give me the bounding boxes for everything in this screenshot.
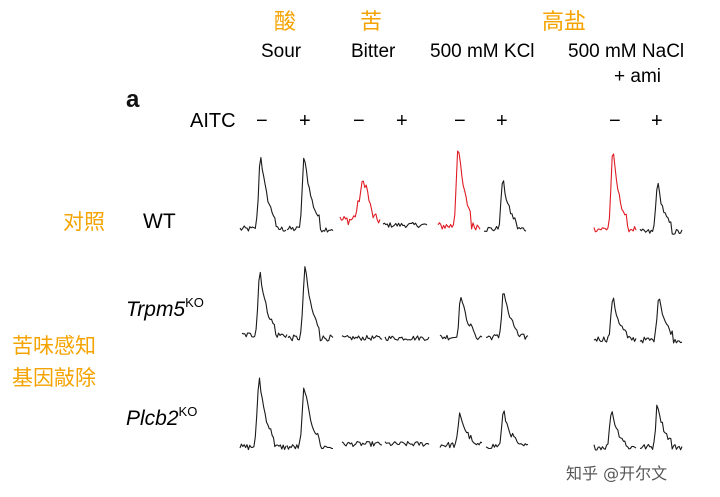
- row-label-plcb2-gene: Plcb2: [126, 407, 179, 430]
- trace-trpm5-sour-plus: [287, 266, 334, 342]
- trace-plcb2-sour-minus: [239, 377, 287, 451]
- trace-wt-kcl-minus: [437, 150, 481, 231]
- row-label-trpm5-gene: Trpm5: [126, 298, 186, 321]
- trace-plcb2-bitter-minus: [341, 440, 383, 448]
- trace-plcb2-bitter-plus: [384, 441, 430, 447]
- row-label-plcb2-sup: KO: [178, 404, 198, 419]
- row-label-trpm5: Trpm5KO: [126, 295, 204, 322]
- header-sour-zh: 酸: [274, 10, 297, 35]
- trace-wt-nacl-plus: [639, 182, 683, 235]
- trace-wt-kcl-plus: [483, 180, 527, 232]
- condition-bitter: Bitter: [351, 41, 396, 62]
- side-label-ko-line2-zh: 基因敲除: [12, 366, 96, 390]
- trace-wt-sour-minus: [239, 157, 287, 232]
- aitc-minus-bitter: −: [353, 110, 365, 132]
- trace-trpm5-bitter-minus: [341, 334, 383, 341]
- aitc-minus-nacl: −: [609, 110, 621, 132]
- aitc-plus-kcl: +: [496, 110, 508, 132]
- aitc-label: AITC: [190, 110, 236, 132]
- condition-nacl: 500 mM NaCl: [568, 41, 685, 62]
- trace-plcb2-kcl-plus: [485, 410, 529, 450]
- header-bitter-zh: 苦: [360, 10, 383, 35]
- trace-plcb2-nacl-minus: [593, 411, 637, 451]
- trace-plcb2-kcl-minus: [439, 412, 483, 449]
- trace-wt-bitter-minus: [339, 180, 381, 226]
- aitc-plus-bitter: +: [396, 110, 408, 132]
- condition-kcl: 500 mM KCl: [430, 41, 535, 62]
- condition-sour: Sour: [261, 41, 302, 62]
- trace-plcb2-sour-plus: [286, 387, 334, 450]
- trace-trpm5-kcl-plus: [485, 293, 529, 341]
- trace-trpm5-bitter-plus: [384, 335, 430, 341]
- side-label-control-zh: 对照: [63, 210, 105, 234]
- aitc-minus-sour: −: [256, 110, 268, 132]
- trace-wt-sour-plus: [286, 157, 334, 233]
- trace-plcb2-nacl-plus: [639, 404, 683, 451]
- aitc-minus-kcl: −: [454, 110, 466, 132]
- row-label-wt: WT: [143, 210, 176, 233]
- panel-label: a: [126, 86, 140, 113]
- watermark: 知乎 @开尔文: [566, 464, 668, 483]
- trace-trpm5-sour-minus: [241, 271, 288, 338]
- aitc-plus-nacl: +: [651, 110, 663, 132]
- trace-trpm5-kcl-minus: [439, 296, 483, 341]
- side-label-ko-line1-zh: 苦味感知: [12, 334, 96, 358]
- condition-nacl-ami: + ami: [614, 66, 661, 87]
- row-label-plcb2: Plcb2KO: [126, 404, 197, 431]
- header-high-salt-zh: 高盐: [542, 10, 587, 35]
- trace-trpm5-nacl-minus: [593, 297, 637, 343]
- trace-wt-nacl-minus: [593, 153, 637, 233]
- trace-wt-bitter-plus: [382, 221, 428, 229]
- trace-trpm5-nacl-plus: [639, 298, 683, 344]
- row-label-trpm5-sup: KO: [185, 295, 204, 310]
- aitc-plus-sour: +: [299, 110, 311, 132]
